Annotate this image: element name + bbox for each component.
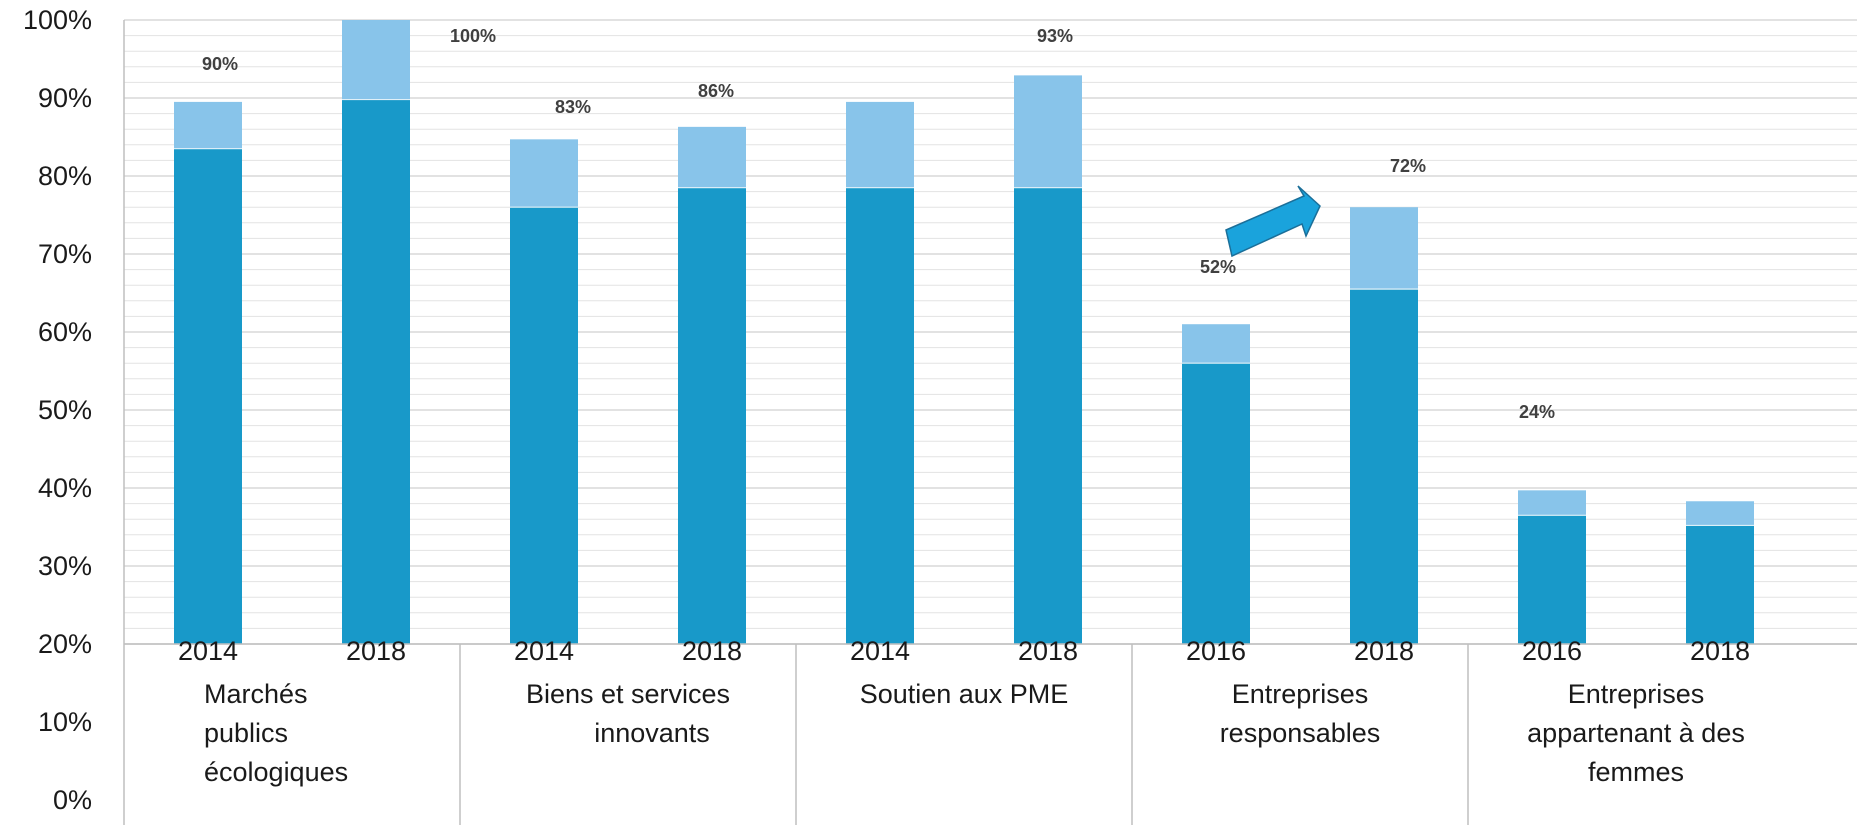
x-year-label: 2016 — [1522, 636, 1582, 666]
x-category-label: Marchés — [204, 679, 308, 709]
x-year-label: 2018 — [1690, 636, 1750, 666]
x-year-label: 2018 — [1354, 636, 1414, 666]
bar-top-segment — [1014, 75, 1082, 188]
data-labels: 90% 100% 83% 86% 93% 52% 72% 24% — [202, 26, 1555, 422]
x-category-label: Entreprises — [1232, 679, 1369, 709]
bar-base-segment — [846, 187, 914, 644]
data-label: 100% — [450, 26, 496, 46]
y-tick-label: 70% — [38, 239, 92, 269]
data-label: 24% — [1519, 402, 1555, 422]
bar-base-segment — [1686, 525, 1754, 644]
y-axis: 0% 10% 20% 30% 40% 50% 60% 70% 80% 90% 100% — [23, 5, 92, 815]
bar-base-segment — [1014, 187, 1082, 644]
y-tick-label: 90% — [38, 83, 92, 113]
y-tick-label: 20% — [38, 629, 92, 659]
data-label: 90% — [202, 54, 238, 74]
bar-top-segment — [846, 101, 914, 188]
x-category-label: Biens et services — [526, 679, 730, 709]
y-tick-label: 60% — [38, 317, 92, 347]
data-label: 72% — [1390, 156, 1426, 176]
bar-base-segment — [174, 148, 242, 644]
data-label: 52% — [1200, 257, 1236, 277]
x-category-label: Entreprises — [1568, 679, 1705, 709]
x-category-label: écologiques — [204, 757, 348, 787]
x-year-label: 2016 — [1186, 636, 1246, 666]
x-category-label: publics — [204, 718, 288, 748]
bar-top-segment — [510, 139, 578, 208]
x-category-label: innovants — [594, 718, 710, 748]
bar-top-segment — [174, 101, 242, 149]
bar-base-segment — [678, 187, 746, 644]
x-category-label: responsables — [1220, 718, 1381, 748]
trend-arrow-icon — [1225, 185, 1321, 258]
y-tick-label: 80% — [38, 161, 92, 191]
data-label: 83% — [555, 97, 591, 117]
y-tick-label: 50% — [38, 395, 92, 425]
y-tick-label: 0% — [53, 785, 92, 815]
data-label: 93% — [1037, 26, 1073, 46]
x-year-label: 2014 — [178, 636, 238, 666]
bars — [174, 20, 1754, 644]
bar-top-segment — [1686, 501, 1754, 526]
x-year-label: 2014 — [850, 636, 910, 666]
x-category-label: femmes — [1588, 757, 1684, 787]
trend-arrow-shape — [1225, 185, 1321, 258]
y-tick-label: 100% — [23, 5, 92, 35]
y-tick-label: 40% — [38, 473, 92, 503]
x-year-label: 2018 — [1018, 636, 1078, 666]
x-year-label: 2018 — [682, 636, 742, 666]
bar-base-segment — [342, 99, 410, 644]
bar-base-segment — [1518, 515, 1586, 644]
gridlines — [123, 19, 1857, 825]
y-tick-label: 10% — [38, 707, 92, 737]
y-tick-label: 30% — [38, 551, 92, 581]
bar-top-segment — [678, 126, 746, 188]
x-category-label: appartenant à des — [1527, 718, 1745, 748]
bar-top-segment — [1350, 207, 1418, 290]
bar-base-segment — [510, 207, 578, 644]
data-label: 86% — [698, 81, 734, 101]
x-year-label: 2014 — [514, 636, 574, 666]
bar-top-segment — [1518, 490, 1586, 516]
x-axis: 2014 2018 2014 2018 2014 2018 2016 2018 2016 2018… — [124, 636, 1857, 825]
x-year-label: 2018 — [346, 636, 406, 666]
bar-base-segment — [1350, 289, 1418, 644]
bar-top-segment — [342, 20, 410, 100]
bar-base-segment — [1182, 363, 1250, 644]
bar-top-segment — [1182, 324, 1250, 364]
x-category-label: Soutien aux PME — [860, 679, 1069, 709]
